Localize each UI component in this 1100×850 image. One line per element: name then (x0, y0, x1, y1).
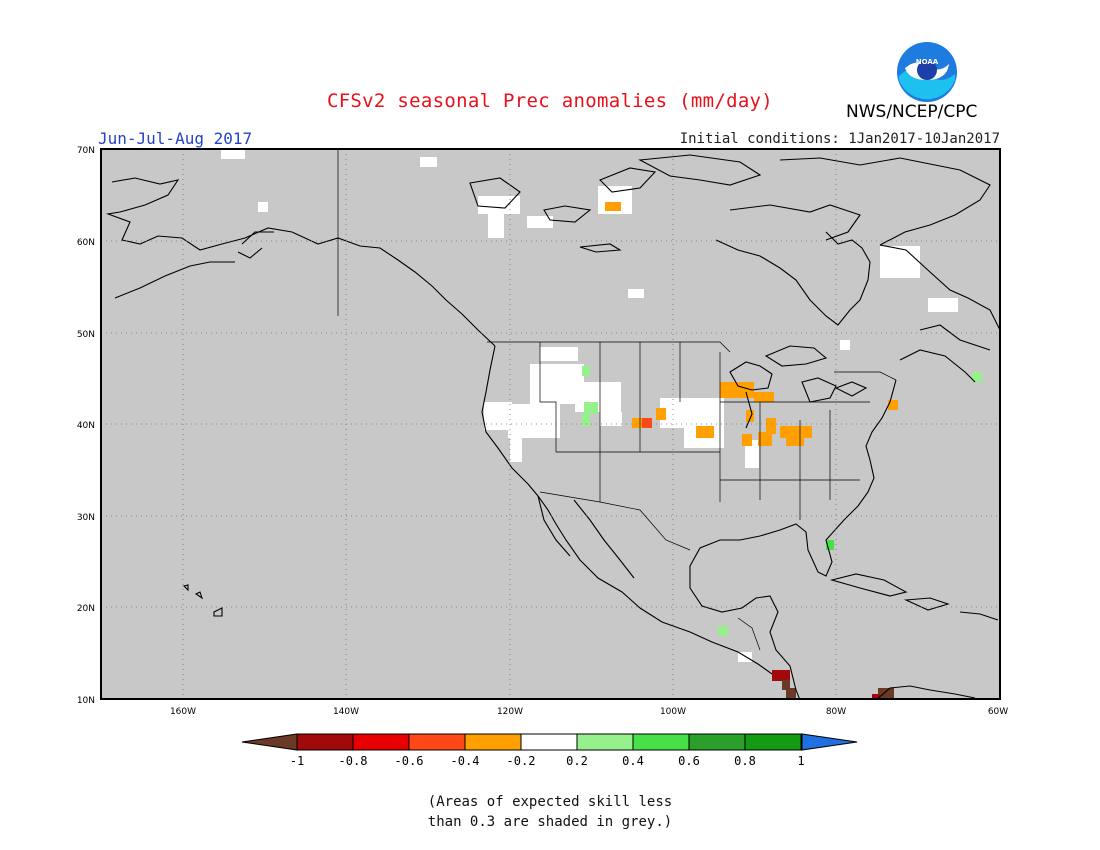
coastlines (105, 154, 1000, 699)
colorbar-label: 0.8 (734, 754, 756, 768)
lat-label: 20N (77, 604, 95, 614)
colorbar-label: 1 (797, 754, 804, 768)
colorbar-segment (408, 733, 466, 751)
skill-note: (Areas of expected skill less than 0.3 a… (0, 792, 1100, 832)
colorbar-segment (744, 733, 802, 751)
colorbar: -1 -0.8 -0.6 -0.4 -0.2 0.2 0.4 0.6 0.8 1 (241, 733, 858, 768)
colorbar-segment (632, 733, 690, 751)
colorbar-segment (576, 733, 634, 751)
season-label: Jun-Jul-Aug 2017 (98, 129, 253, 148)
noaa-logo-text: NOAA (916, 58, 939, 66)
noaa-logo-icon: NOAA (897, 42, 957, 102)
colorbar-label: -0.4 (451, 754, 480, 768)
lat-label: 10N (77, 696, 95, 706)
colorbar-label: -0.8 (339, 754, 368, 768)
map-frame (100, 148, 1001, 700)
colorbar-segment (688, 733, 746, 751)
lat-label: 70N (77, 146, 95, 156)
colorbar-right-arrow (801, 733, 858, 751)
lon-label: 100W (660, 707, 686, 717)
political-borders (337, 149, 897, 651)
colorbar-label: -1 (290, 754, 304, 768)
lat-labels: 70N 60N 50N 40N 30N 20N 10N (77, 146, 95, 706)
lon-labels: 160W 140W 120W 100W 80W 60W (170, 707, 1008, 717)
lon-label: 60W (988, 707, 1008, 717)
lat-label: 40N (77, 421, 95, 431)
lon-label: 120W (497, 707, 523, 717)
agency-label: NWS/NCEP/CPC (846, 102, 978, 122)
colorbar-segment (464, 733, 522, 751)
colorbar-segment (296, 733, 354, 751)
lat-label: 50N (77, 330, 95, 340)
colorbar-label: -0.2 (507, 754, 536, 768)
lon-label: 160W (170, 707, 196, 717)
lat-label: 60N (77, 238, 95, 248)
skill-note-line1: (Areas of expected skill less (427, 794, 673, 810)
colorbar-segment (520, 733, 578, 751)
lat-label: 30N (77, 513, 95, 523)
initial-conditions-label: Initial conditions: 1Jan2017-10Jan2017 (679, 131, 1000, 147)
colorbar-label: -0.6 (395, 754, 424, 768)
colorbar-left-arrow (241, 733, 298, 751)
colorbar-label: 0.4 (622, 754, 644, 768)
skill-note-line2: than 0.3 are shaded in grey.) (427, 814, 673, 830)
graticule (101, 149, 1000, 699)
lon-label: 140W (333, 707, 359, 717)
colorbar-segment (352, 733, 410, 751)
anomaly-cells (221, 149, 982, 699)
lon-label: 80W (826, 707, 846, 717)
colorbar-labels: -1 -0.8 -0.6 -0.4 -0.2 0.2 0.4 0.6 0.8 1 (290, 754, 805, 768)
colorbar-label: 0.2 (566, 754, 588, 768)
page-title: CFSv2 seasonal Prec anomalies (mm/day) (326, 90, 774, 112)
colorbar-label: 0.6 (678, 754, 700, 768)
